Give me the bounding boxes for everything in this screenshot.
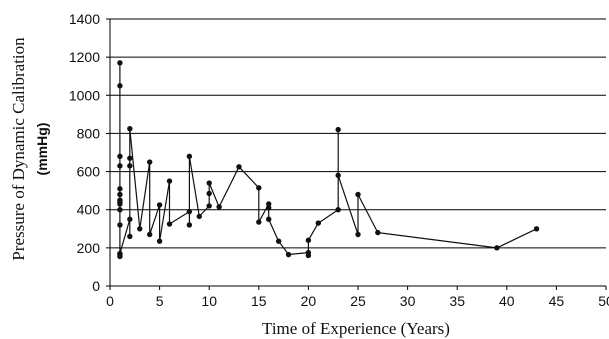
data-point bbox=[166, 178, 173, 184]
x-tick-label: 0 bbox=[106, 293, 114, 309]
data-point bbox=[127, 125, 133, 132]
data-point bbox=[127, 216, 133, 222]
x-tick-label: 20 bbox=[301, 293, 317, 309]
data-series bbox=[117, 60, 540, 260]
data-point bbox=[375, 229, 381, 236]
data-point bbox=[216, 204, 222, 210]
data-point bbox=[355, 231, 361, 238]
data-point bbox=[117, 207, 123, 213]
data-point bbox=[266, 205, 272, 211]
data-point bbox=[256, 185, 262, 191]
y-tick-label: 1400 bbox=[69, 11, 100, 27]
data-point bbox=[156, 202, 163, 208]
data-point bbox=[117, 201, 123, 207]
y-tick-label: 1200 bbox=[69, 49, 100, 65]
data-point bbox=[117, 222, 123, 228]
series-line bbox=[119, 62, 537, 257]
y-tick-label: 1000 bbox=[69, 87, 100, 103]
data-point bbox=[117, 163, 123, 169]
x-tick-label: 25 bbox=[350, 293, 366, 309]
data-point bbox=[494, 245, 500, 251]
data-point bbox=[335, 207, 341, 213]
x-tick-label: 30 bbox=[400, 293, 416, 309]
data-point bbox=[186, 208, 193, 215]
y-tick-label: 0 bbox=[92, 278, 100, 294]
data-point bbox=[275, 238, 282, 244]
data-point bbox=[186, 153, 193, 160]
data-point bbox=[206, 190, 212, 197]
data-point bbox=[117, 153, 123, 160]
y-axis-unit: (mmHg) bbox=[34, 123, 50, 176]
data-point bbox=[335, 172, 341, 179]
data-point bbox=[117, 191, 123, 198]
data-point bbox=[117, 60, 123, 66]
axes bbox=[106, 18, 607, 290]
x-tick-label: 50 bbox=[598, 293, 609, 309]
x-tick-label: 45 bbox=[549, 293, 565, 309]
data-point bbox=[236, 164, 242, 170]
data-point bbox=[117, 83, 123, 89]
data-point bbox=[117, 186, 123, 192]
x-tick-label: 5 bbox=[156, 293, 164, 309]
data-point bbox=[146, 159, 153, 165]
x-tick-label: 15 bbox=[251, 293, 267, 309]
data-point bbox=[266, 216, 272, 222]
data-point bbox=[305, 252, 312, 259]
y-tick-label: 600 bbox=[77, 164, 101, 180]
y-tick-label: 800 bbox=[77, 125, 101, 141]
data-point bbox=[206, 203, 212, 209]
data-point bbox=[117, 250, 123, 257]
data-point bbox=[355, 191, 361, 198]
data-point bbox=[256, 219, 262, 225]
data-point bbox=[196, 213, 202, 220]
x-tick-labels: 0 5 10 15 20 25 30 35 40 45 50 bbox=[106, 293, 609, 309]
x-tick-label: 10 bbox=[201, 293, 217, 309]
x-tick-label: 35 bbox=[449, 293, 465, 309]
y-tick-label: 400 bbox=[77, 202, 101, 218]
data-point bbox=[127, 155, 133, 161]
y-tick-label: 200 bbox=[77, 240, 101, 256]
data-point bbox=[127, 233, 133, 240]
y-axis-title: Pressure of Dynamic Calibration bbox=[9, 37, 28, 261]
x-axis-title: Time of Experience (Years) bbox=[262, 319, 450, 338]
data-point bbox=[533, 226, 540, 232]
data-point bbox=[305, 237, 312, 243]
data-point bbox=[315, 220, 322, 226]
y-tick-labels: 0 200 400 600 800 1000 1200 1400 bbox=[69, 11, 100, 294]
gridlines bbox=[110, 18, 606, 249]
data-point bbox=[206, 180, 212, 186]
data-point bbox=[266, 201, 272, 207]
data-point bbox=[127, 163, 133, 169]
data-point bbox=[137, 226, 143, 232]
data-point bbox=[335, 126, 341, 133]
data-point bbox=[186, 222, 193, 228]
data-point bbox=[156, 238, 163, 244]
x-tick-label: 40 bbox=[499, 293, 515, 309]
data-point bbox=[285, 251, 292, 258]
data-point bbox=[146, 231, 153, 238]
data-point bbox=[166, 221, 173, 227]
